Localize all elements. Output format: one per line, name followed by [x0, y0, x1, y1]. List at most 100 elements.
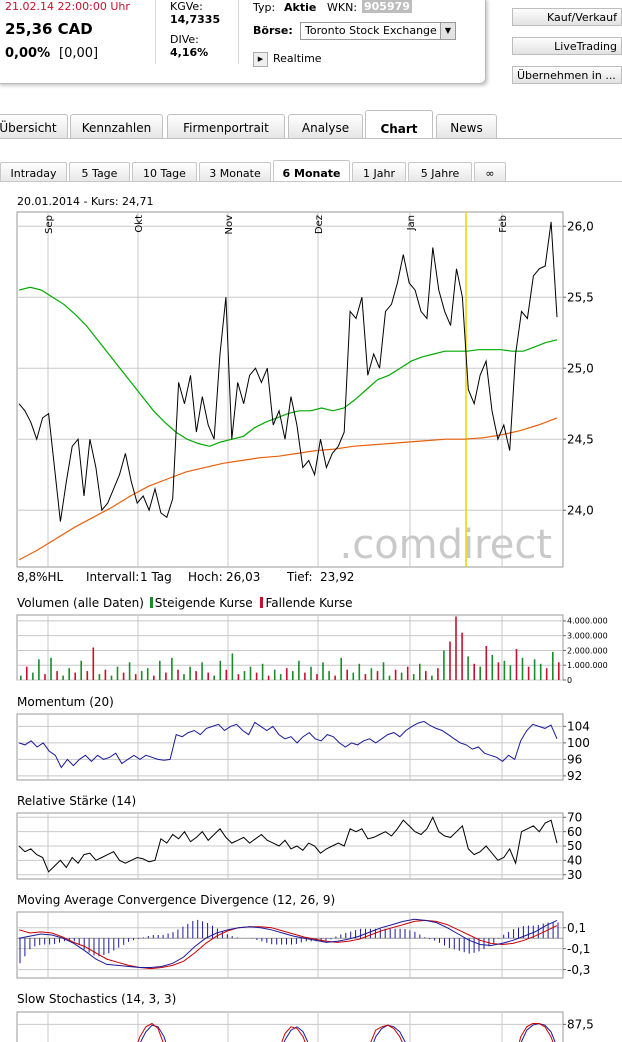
volume-bar — [533, 659, 536, 680]
rsi-axis-tick-label: 40 — [567, 854, 582, 868]
volume-bar — [140, 671, 143, 680]
momentum-axis-tick-label: 100 — [567, 736, 590, 750]
momentum-line — [18, 720, 558, 769]
momentum-axis-tick-label: 92 — [567, 769, 582, 783]
volume-bar — [376, 671, 379, 680]
momentum-axis-tick-label: 96 — [567, 753, 582, 767]
volume-bar — [128, 662, 131, 680]
volume-bar — [304, 672, 306, 680]
price-axis-tick-label: 24,0 — [567, 503, 594, 517]
tab-firmenportrait[interactable]: Firmenportrait — [167, 114, 285, 139]
macd-chart-frame — [16, 911, 564, 979]
volume-chart-frame — [16, 614, 564, 681]
volume-bar — [340, 657, 342, 680]
volume-bar — [485, 646, 488, 680]
volume-axis-tick-label: 4.000.000 — [567, 617, 608, 626]
volume-bar — [201, 662, 203, 680]
volume-bar — [279, 674, 282, 680]
volume-bar — [497, 662, 500, 680]
interval-value: 1 Tag — [140, 570, 172, 584]
range-tab-1-jahr[interactable]: 1 Jahr — [352, 162, 406, 182]
tab-kennzahlen[interactable]: Kennzahlen — [70, 114, 163, 139]
tab-analyse[interactable]: Analyse — [288, 114, 363, 139]
exchange-select[interactable]: Toronto Stock Exchange ▼ — [300, 22, 456, 40]
range-tab-intraday[interactable]: Intraday — [0, 162, 67, 182]
kauf-verkauf-button[interactable]: Kauf/Verkauf — [512, 8, 622, 26]
cursor-info: 20.01.2014 - Kurs: 24,71 — [17, 195, 154, 208]
range-tab-3-monate[interactable]: 3 Monate — [199, 162, 271, 182]
volume-bar — [32, 672, 34, 680]
exchange-select-value: Toronto Stock Exchange — [305, 24, 437, 37]
volume-bar — [394, 669, 397, 680]
volume-bar — [425, 671, 427, 680]
range-tab-max[interactable]: ∞ — [474, 162, 506, 182]
volume-bar — [207, 672, 209, 680]
volume-bar — [364, 674, 367, 680]
price-axis-tick-label: 26,0 — [567, 219, 594, 233]
macd-title: Moving Average Convergence Divergence (1… — [17, 893, 336, 907]
volume-bar — [316, 674, 318, 680]
volume-axis-tick-label: 3.000.000 — [567, 631, 608, 640]
uebernehmen-button[interactable]: Übernehmen in ... — [512, 66, 622, 84]
price-axis-tick-label: 24,5 — [567, 432, 594, 446]
volume-bar — [62, 675, 64, 680]
volume-bar — [171, 657, 173, 680]
month-tick-label: Okt — [134, 215, 145, 233]
volume-bar — [298, 660, 300, 680]
livetrading-button[interactable]: LiveTrading — [512, 37, 622, 55]
typ-label: Typ: — [253, 1, 276, 14]
range-tab-5-tage[interactable]: 5 Tage — [69, 162, 130, 182]
volume-bar — [219, 660, 222, 680]
volume-bar — [104, 669, 107, 680]
macd-signal-line — [18, 919, 558, 970]
range-tab-10-tage[interactable]: 10 Tage — [132, 162, 197, 182]
volume-bar — [286, 668, 288, 680]
ma-short-line — [18, 286, 558, 447]
ma-long-line — [18, 417, 558, 561]
price-axis-tick-label: 25,5 — [567, 290, 594, 304]
volume-bar — [521, 657, 524, 680]
stoch-chart-frame — [16, 1011, 564, 1042]
realtime-link[interactable]: Realtime — [273, 52, 322, 65]
tab-news[interactable]: News — [436, 114, 497, 139]
month-tick-label: Feb — [498, 215, 509, 233]
rsi-title: Relative Stärke (14) — [17, 794, 137, 808]
month-tick-label: Dez — [314, 215, 325, 234]
volume-bar — [134, 674, 137, 680]
volume-bar — [322, 662, 324, 680]
volume-bar — [237, 674, 240, 680]
volume-bar — [189, 666, 191, 680]
month-tick-label: Nov — [224, 215, 235, 235]
volume-bar — [74, 672, 76, 680]
stoch-title: Slow Stochastics (14, 3, 3) — [17, 992, 177, 1006]
wkn-label: WKN: — [327, 1, 358, 14]
volume-bar — [116, 666, 119, 680]
volume-bar — [267, 675, 270, 680]
macd-axis-tick-label: 0,1 — [567, 921, 586, 935]
tab-uebersicht[interactable]: Übersicht — [0, 114, 68, 139]
volume-title: Volumen (alle Daten) — [17, 596, 144, 610]
chevron-down-icon[interactable]: ▼ — [440, 23, 455, 39]
volume-bar — [449, 641, 451, 680]
volume-bar — [400, 672, 403, 680]
volume-bar — [406, 666, 409, 680]
rsi-axis-tick-label: 60 — [567, 825, 582, 839]
down-swatch — [260, 597, 264, 608]
volume-bar — [479, 666, 481, 680]
tab-chart[interactable]: Chart — [365, 110, 433, 139]
volume-axis-tick-label: 1.000.000 — [567, 661, 608, 670]
volume-bar — [527, 666, 530, 680]
divider — [155, 0, 156, 64]
tief-value: 23,92 — [320, 570, 355, 584]
range-tab-6-monate[interactable]: 6 Monate — [273, 160, 350, 182]
volume-bar — [334, 675, 336, 680]
rsi-axis-tick-label: 50 — [567, 839, 582, 853]
boerse-label: Börse: — [253, 24, 293, 37]
range-tab-5-jahre[interactable]: 5 Jahre — [408, 162, 472, 182]
volume-bar — [412, 674, 415, 680]
volume-bar — [225, 669, 228, 680]
play-icon[interactable]: ▶ — [253, 52, 268, 67]
volume-bar — [515, 649, 518, 680]
volume-bar — [455, 616, 457, 680]
